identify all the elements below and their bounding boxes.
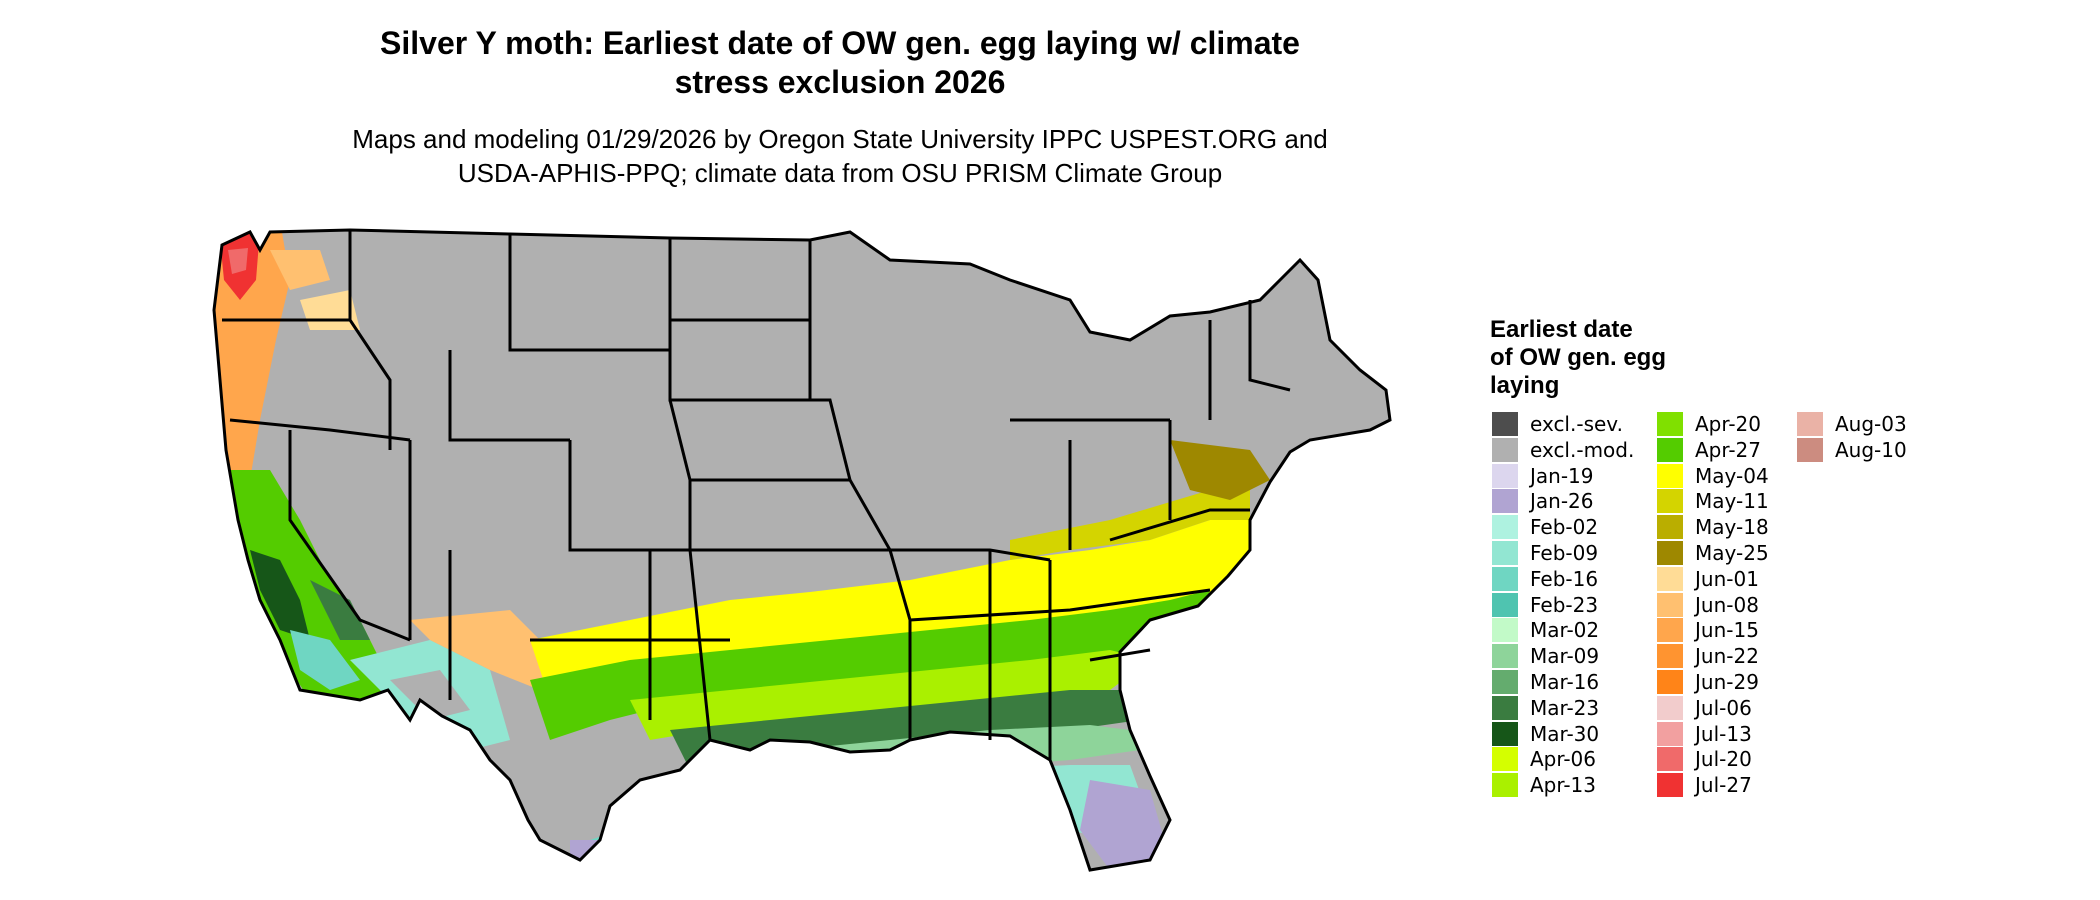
legend-label: Jul-27 — [1695, 773, 1752, 798]
legend-swatch — [1657, 437, 1683, 462]
legend-label: Jan-26 — [1530, 489, 1594, 514]
legend-swatch — [1492, 489, 1518, 514]
legend-swatch — [1657, 566, 1683, 591]
legend-label: Feb-16 — [1530, 566, 1599, 591]
legend-swatch — [1492, 592, 1518, 617]
legend-label: Jun-01 — [1695, 566, 1759, 591]
legend-label: Mar-09 — [1530, 644, 1600, 669]
legend-swatch — [1492, 670, 1518, 694]
legend-swatch — [1492, 644, 1518, 669]
subtitle-line: USDA-APHIS-PPQ; climate data from OSU PR… — [457, 158, 1223, 188]
legend-label: Mar-02 — [1530, 618, 1600, 643]
legend-label: Jul-20 — [1695, 747, 1752, 772]
legend-label: Mar-23 — [1530, 695, 1600, 720]
legend-swatch — [1492, 618, 1518, 643]
legend-label: Jun-29 — [1695, 670, 1759, 694]
legend-swatch — [1492, 412, 1518, 436]
legend-swatch — [1657, 541, 1683, 565]
legend-swatch — [1492, 463, 1518, 488]
legend-swatch — [1797, 437, 1823, 462]
legend-label: Apr-06 — [1530, 747, 1596, 772]
legend-title-line: laying — [1490, 372, 1560, 399]
legend-label: May-11 — [1695, 489, 1769, 514]
legend-label: Feb-02 — [1530, 515, 1599, 540]
legend-swatch — [1492, 541, 1518, 565]
legend-swatch — [1657, 592, 1683, 617]
title-line: Silver Y moth: Earliest date of OW gen. … — [380, 25, 1300, 61]
legend-swatch — [1657, 747, 1683, 772]
legend-swatch — [1657, 412, 1683, 436]
legend-swatch — [1492, 566, 1518, 591]
legend-swatch — [1657, 515, 1683, 540]
legend-label: May-25 — [1695, 541, 1769, 565]
map-title: Silver Y moth: Earliest date of OW gen. … — [300, 24, 1380, 102]
legend-swatch — [1492, 515, 1518, 540]
legend-label: Jan-19 — [1530, 463, 1594, 488]
legend-label: Feb-23 — [1530, 592, 1599, 617]
legend-swatch — [1492, 695, 1518, 720]
legend-label: May-04 — [1695, 463, 1769, 488]
legend-label: Aug-03 — [1835, 412, 1907, 436]
map-subtitle: Maps and modeling 01/29/2026 by Oregon S… — [300, 122, 1380, 190]
legend-swatch — [1657, 463, 1683, 488]
legend-swatch — [1657, 721, 1683, 746]
legend-swatch — [1492, 721, 1518, 746]
legend-label: Apr-27 — [1695, 437, 1761, 462]
subtitle-line: Maps and modeling 01/29/2026 by Oregon S… — [352, 124, 1328, 154]
legend-label: Mar-30 — [1530, 721, 1600, 746]
legend-label: Jun-15 — [1695, 618, 1759, 643]
legend-label: Jun-08 — [1695, 592, 1759, 617]
legend-label: excl.-sev. — [1530, 412, 1623, 436]
legend-title-line: of OW gen. egg — [1490, 344, 1666, 371]
state-borders — [212, 228, 1392, 872]
legend-label: Jun-22 — [1695, 644, 1759, 669]
legend-swatch — [1492, 747, 1518, 772]
legend-label: May-18 — [1695, 515, 1769, 540]
us-phenology-map — [212, 228, 1392, 872]
legend-label: Aug-10 — [1835, 437, 1907, 462]
legend-swatch — [1492, 437, 1518, 462]
legend-swatch — [1657, 644, 1683, 669]
legend-label: Apr-20 — [1695, 412, 1761, 436]
legend-title-line: Earliest date — [1490, 316, 1633, 343]
legend-label: Feb-09 — [1530, 541, 1599, 565]
legend-label: Apr-13 — [1530, 773, 1596, 798]
legend-title: Earliest date of OW gen. egg laying — [1490, 316, 1666, 400]
legend-label: Jul-06 — [1695, 695, 1752, 720]
legend-swatch — [1657, 670, 1683, 694]
legend-label: excl.-mod. — [1530, 437, 1635, 462]
legend-label: Mar-16 — [1530, 670, 1600, 694]
legend-swatch — [1657, 695, 1683, 720]
legend-label: Jul-13 — [1695, 721, 1752, 746]
legend-swatch — [1657, 489, 1683, 514]
legend-swatch — [1492, 773, 1518, 798]
legend-swatch — [1797, 412, 1823, 436]
legend-swatch — [1657, 618, 1683, 643]
map-fill — [214, 230, 1390, 870]
title-line: stress exclusion 2026 — [674, 64, 1006, 100]
legend-swatch — [1657, 773, 1683, 798]
